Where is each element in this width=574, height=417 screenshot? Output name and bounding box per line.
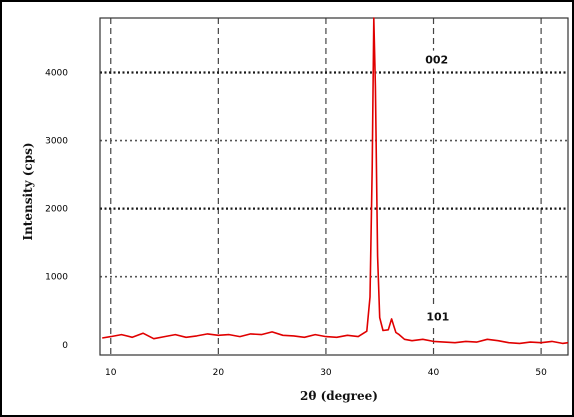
- x-axis-title: 2θ (degree): [300, 389, 378, 403]
- y-tick-label: 2000: [45, 205, 68, 215]
- x-tick-label: 50: [535, 368, 547, 378]
- annotation-layer: 002 101: [416, 50, 458, 326]
- peak-label: 002: [425, 54, 448, 67]
- x-tick-label: 30: [320, 368, 332, 378]
- intensity-series-line: [102, 17, 569, 345]
- x-tick-label: 40: [428, 368, 440, 378]
- x-tick-label: 10: [105, 368, 117, 378]
- peak-label-background: [416, 50, 457, 69]
- plot-area-border: [99, 17, 569, 356]
- y-tick-label: 1000: [45, 273, 68, 283]
- x-tick-label: 20: [213, 368, 225, 378]
- y-tick-label: 3000: [45, 137, 68, 147]
- peak-label: 101: [426, 310, 449, 323]
- peak-label-background: [417, 307, 458, 326]
- grid-layer: [100, 18, 568, 355]
- series-layer: [102, 17, 569, 345]
- y-tick-label: 0: [62, 341, 68, 351]
- tick-label-layer: 10 20 30 40 50 0 1000 2000 3000 4000: [45, 68, 547, 378]
- y-tick-label: 4000: [45, 68, 68, 78]
- y-axis-title: Intensity (cps): [21, 142, 35, 240]
